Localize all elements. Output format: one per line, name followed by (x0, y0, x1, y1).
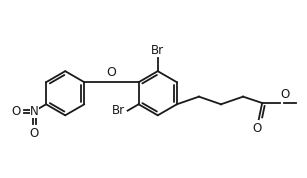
Text: O: O (107, 66, 116, 79)
Text: Br: Br (151, 44, 164, 57)
Text: N: N (30, 104, 39, 118)
Text: O: O (280, 88, 290, 101)
Text: O: O (30, 127, 39, 140)
Text: O: O (11, 104, 20, 118)
Text: O: O (252, 122, 261, 135)
Text: Br: Br (112, 104, 126, 117)
